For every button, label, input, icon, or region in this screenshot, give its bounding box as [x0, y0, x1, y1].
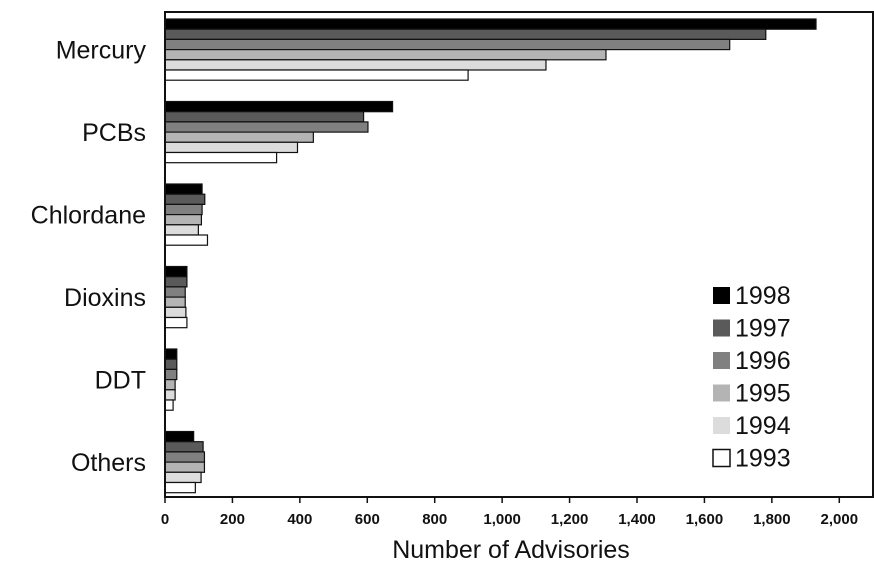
x-tick-label: 1,800 — [753, 511, 791, 528]
legend-swatch-1997 — [713, 319, 730, 337]
x-tick-label: 1,600 — [686, 511, 724, 528]
bar-mercury-1993 — [164, 69, 469, 81]
category-label: Mercury — [56, 37, 147, 65]
legend-label-1997: 1997 — [735, 315, 791, 343]
legend-swatch-1994 — [713, 417, 730, 434]
x-tick-label: 0 — [161, 511, 169, 528]
bar-pcbs-1993 — [164, 151, 278, 164]
bar-dioxins-1996 — [164, 286, 186, 298]
bar-chlordane-1998 — [164, 183, 203, 195]
legend-label-1998: 1998 — [735, 282, 791, 310]
bar-mercury-1995 — [164, 48, 607, 61]
x-tick-label: 800 — [422, 511, 447, 528]
bar-pcbs-1997 — [164, 111, 365, 123]
x-tick-label: 1,000 — [483, 511, 521, 528]
bar-mercury-1998 — [164, 18, 817, 30]
category-labels: Mercury PCBs Chlordane Dioxins DDT Others — [31, 37, 147, 478]
legend-swatch-1993 — [712, 448, 731, 468]
x-axis-title: Number of Advisories — [392, 536, 630, 564]
bar-chlordane-1993 — [164, 234, 209, 246]
bar-ddt-1995 — [164, 379, 176, 391]
bars-group — [164, 18, 817, 494]
bar-dioxins-1993 — [164, 316, 188, 329]
bar-mercury-1994 — [164, 59, 547, 71]
legend: 1998 1997 1996 1995 1994 1993 — [712, 282, 791, 473]
bar-dioxins-1994 — [164, 306, 187, 319]
bar-ddt-1994 — [164, 389, 176, 401]
bar-ddt-1993 — [164, 399, 174, 411]
category-label: Others — [71, 449, 146, 477]
x-tick-label: 400 — [287, 511, 312, 528]
legend-label-1994: 1994 — [735, 412, 791, 440]
bar-ddt-1996 — [164, 368, 178, 381]
bar-pcbs-1994 — [164, 141, 299, 154]
bar-mercury-1997 — [164, 28, 767, 41]
plot-frame — [164, 11, 874, 498]
bar-chlordane-1996 — [164, 203, 203, 216]
x-tick-label: 600 — [355, 511, 380, 528]
category-label: Chlordane — [31, 202, 146, 230]
bar-mercury-1996 — [164, 38, 731, 51]
x-tick-label: 2,000 — [821, 511, 859, 528]
category-label: PCBs — [82, 119, 146, 147]
x-axis-ticks: 0 200 400 600 800 1,000 1,200 1,400 1,600 1,800 2,… — [161, 497, 858, 528]
x-tick-label: 1,200 — [551, 511, 589, 528]
x-tick-label: 1,400 — [618, 511, 656, 528]
bar-chlordane-1997 — [164, 193, 206, 205]
bar-others-1995 — [164, 461, 206, 473]
bar-pcbs-1998 — [164, 100, 394, 113]
bar-dioxins-1995 — [164, 296, 186, 308]
bar-ddt-1997 — [164, 358, 178, 371]
category-label: Dioxins — [64, 284, 146, 312]
category-label: DDT — [95, 367, 146, 395]
bar-dioxins-1998 — [164, 265, 188, 278]
bar-chlordane-1995 — [164, 214, 203, 226]
legend-label-1996: 1996 — [735, 347, 791, 375]
legend-swatch-1995 — [713, 384, 730, 402]
bar-pcbs-1995 — [164, 131, 314, 143]
bar-dioxins-1997 — [164, 276, 188, 288]
bar-others-1997 — [164, 441, 204, 453]
bar-others-1993 — [164, 481, 196, 494]
bar-others-1998 — [164, 430, 195, 443]
legend-swatch-1998 — [713, 287, 730, 304]
bar-pcbs-1996 — [164, 121, 369, 133]
bar-chlordane-1994 — [164, 224, 199, 236]
x-tick-label: 200 — [220, 511, 245, 528]
bar-others-1996 — [164, 451, 206, 463]
legend-swatch-1996 — [713, 352, 730, 369]
bar-ddt-1998 — [164, 348, 178, 360]
legend-label-1993: 1993 — [735, 445, 791, 473]
bar-others-1994 — [164, 471, 202, 484]
legend-label-1995: 1995 — [735, 380, 791, 408]
